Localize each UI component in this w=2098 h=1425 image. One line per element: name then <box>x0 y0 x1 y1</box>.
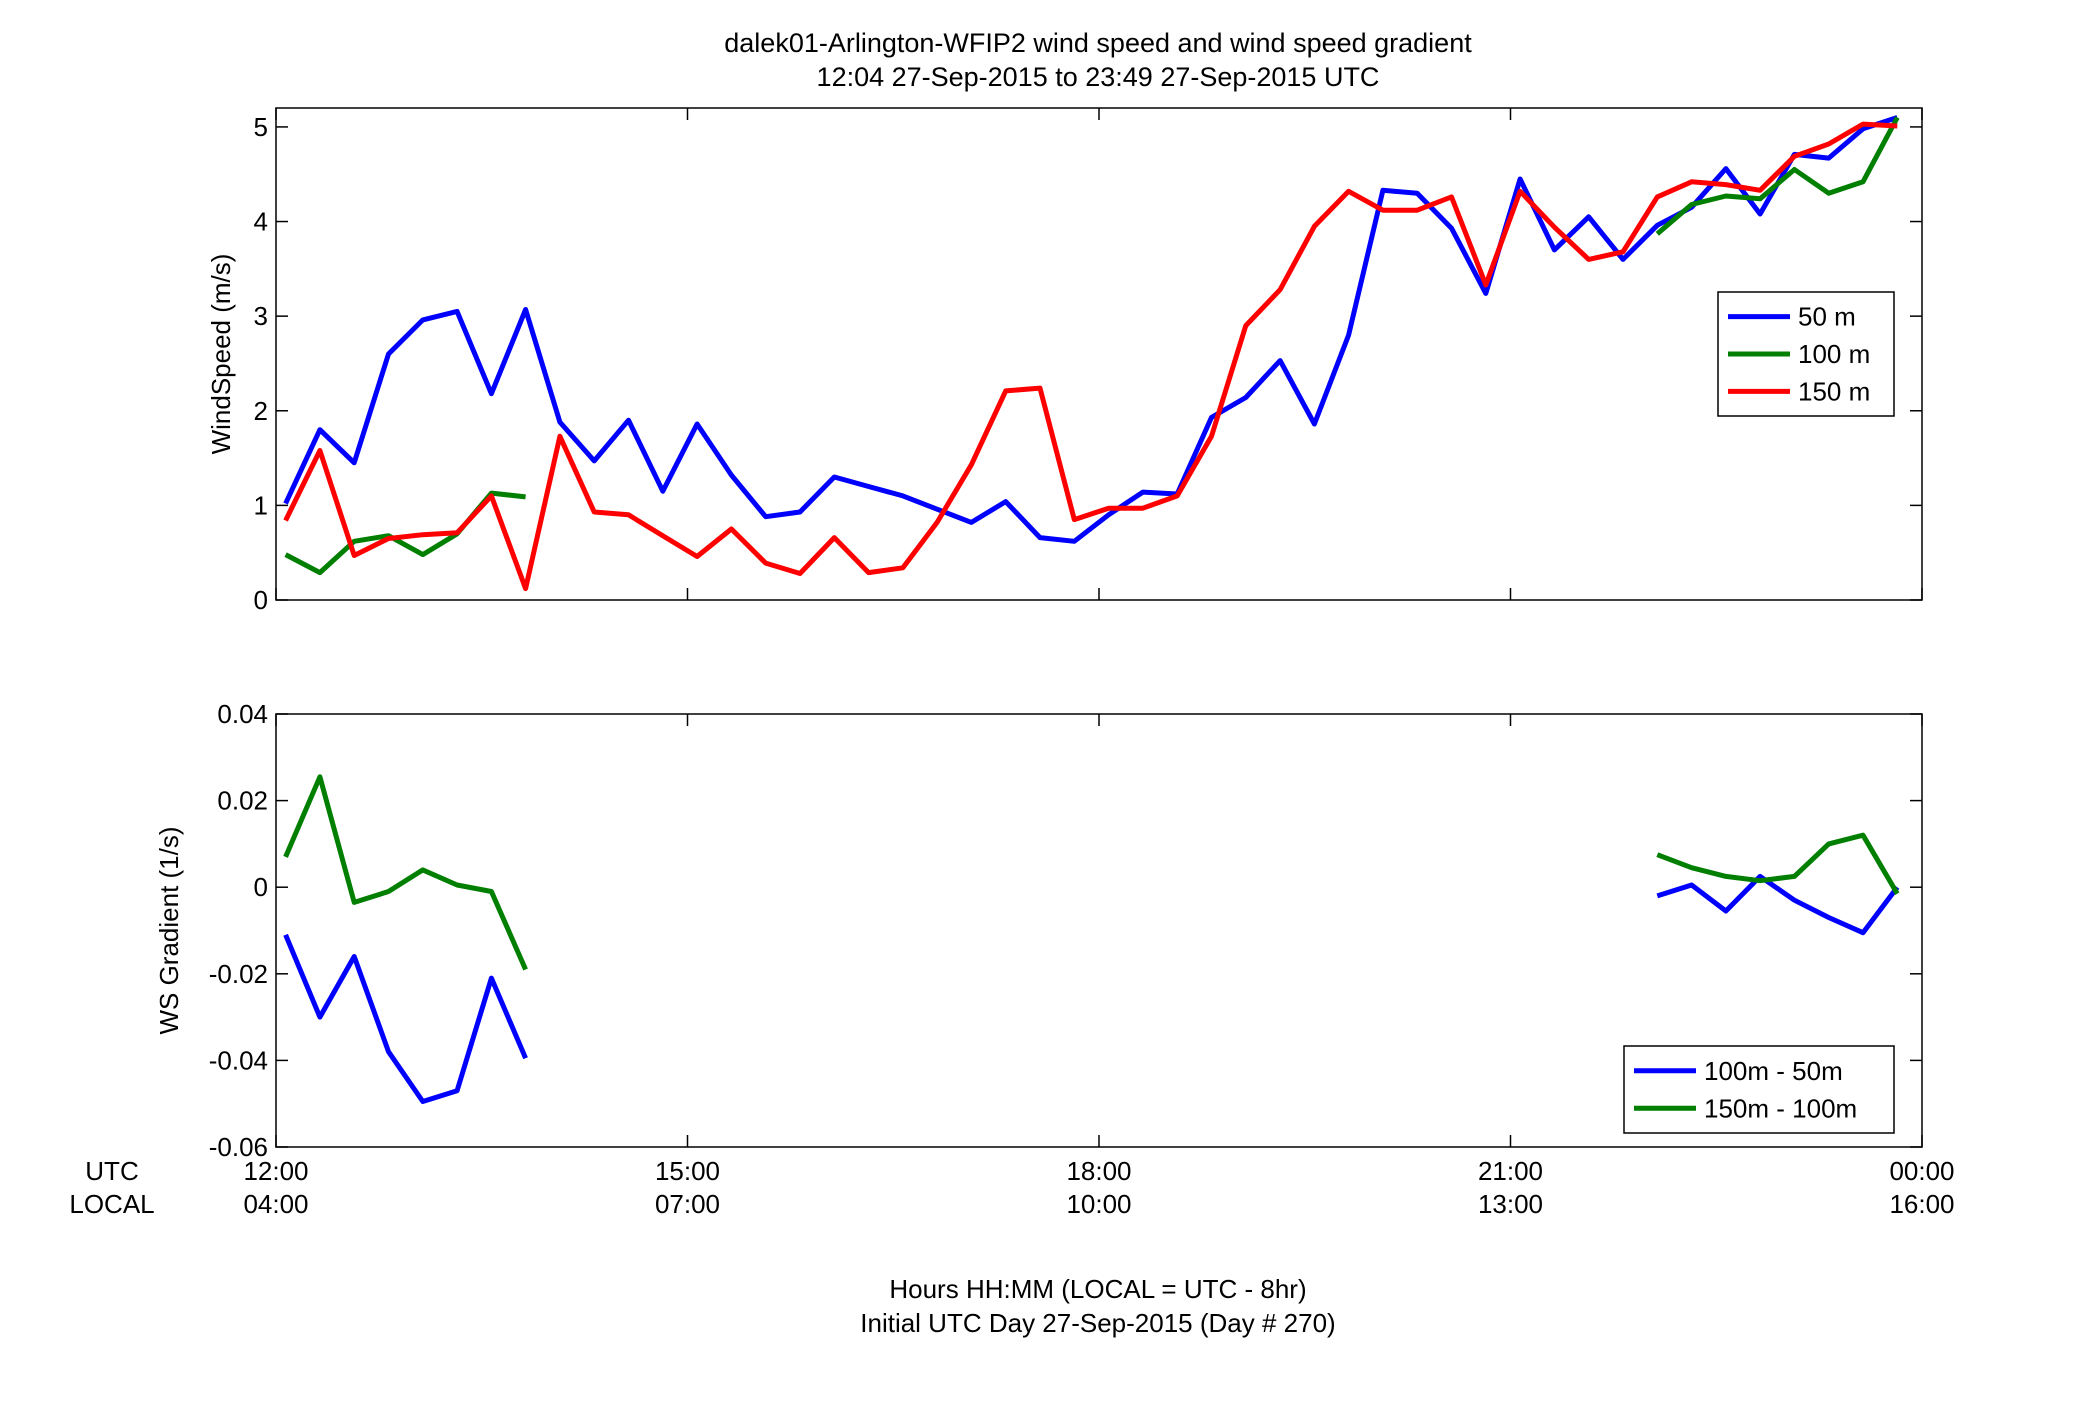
chart-title-line1: dalek01-Arlington-WFIP2 wind speed and w… <box>724 28 1472 58</box>
series-line <box>283 115 1899 544</box>
y-axis-label: WS Gradient (1/s) <box>154 826 184 1034</box>
utc-row-label: UTC <box>85 1156 138 1186</box>
x-tick-label-utc: 15:00 <box>655 1156 720 1186</box>
x-tick-label-local: 10:00 <box>1066 1189 1131 1219</box>
y-tick-label: -0.02 <box>209 959 268 989</box>
series-line <box>284 490 526 576</box>
x-tick-label-local: 16:00 <box>1889 1189 1954 1219</box>
chart-title-line2: 12:04 27-Sep-2015 to 23:49 27-Sep-2015 U… <box>817 62 1380 92</box>
series-line <box>1656 873 1900 936</box>
series-100m-50m <box>283 873 1900 1104</box>
series-line <box>283 121 1898 592</box>
legend-label: 50 m <box>1798 302 1856 332</box>
x-tick-label-utc: 12:00 <box>243 1156 308 1186</box>
series-150m-100m <box>283 774 1900 971</box>
x-tick-label-local: 04:00 <box>243 1189 308 1219</box>
y-tick-label: 0 <box>254 872 268 902</box>
y-tick-label: 5 <box>254 112 268 142</box>
x-tick-label-utc: 21:00 <box>1478 1156 1543 1186</box>
legend-label: 150 m <box>1798 376 1870 406</box>
y-tick-label: -0.06 <box>209 1132 268 1162</box>
x-tick-label-utc: 18:00 <box>1066 1156 1131 1186</box>
legend-0: 50 m 100 m 150 m <box>1717 291 1895 417</box>
legend-label: 150m - 100m <box>1704 1093 1857 1123</box>
series-line <box>1655 116 1900 236</box>
series-150-m <box>283 121 1898 592</box>
y-tick-label: 4 <box>254 207 268 237</box>
x-tick-label-local: 13:00 <box>1478 1189 1543 1219</box>
y-tick-label: -0.04 <box>209 1045 268 1075</box>
series-line <box>1656 832 1900 895</box>
legend-label: 100 m <box>1798 339 1870 369</box>
local-row-label: LOCAL <box>69 1189 154 1219</box>
x-tick-label-utc: 00:00 <box>1889 1156 1954 1186</box>
y-tick-label: 2 <box>254 396 268 426</box>
series-50-m <box>283 115 1899 544</box>
x-axis-label-line1: Hours HH:MM (LOCAL = UTC - 8hr) <box>889 1274 1306 1304</box>
series-line <box>283 933 528 1104</box>
x-axis-label-line2: Initial UTC Day 27-Sep-2015 (Day # 270) <box>860 1308 1335 1338</box>
windspeed-panel: 0 1 2 3 4 5 WindSpeed (m/s) 50 m 100 m 150 m <box>206 107 1923 615</box>
y-tick-label: 0.02 <box>217 786 268 816</box>
plot-area-0 <box>275 107 1923 601</box>
y-tick-label: 0.04 <box>217 699 268 729</box>
series-100-m <box>284 116 1900 576</box>
x-tick-label-local: 07:00 <box>655 1189 720 1219</box>
y-tick-label: 3 <box>254 301 268 331</box>
series-line <box>283 774 528 971</box>
legend-box <box>1623 1045 1895 1134</box>
y-axis-label: WindSpeed (m/s) <box>206 254 236 455</box>
gradient-panel: -0.06-0.04-0.0200.020.0412:0004:0015:000… <box>154 699 1955 1219</box>
legend-label: 100m - 50m <box>1704 1056 1843 1086</box>
legend-1: 100m - 50m 150m - 100m <box>1623 1045 1895 1134</box>
y-tick-label: 0 <box>254 585 268 615</box>
y-tick-label: 1 <box>254 490 268 520</box>
